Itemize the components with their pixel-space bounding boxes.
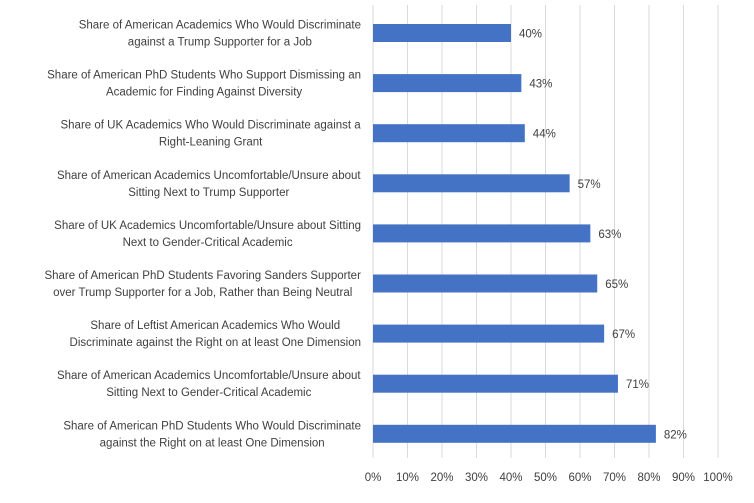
bar xyxy=(373,74,522,93)
data-label: 82% xyxy=(664,429,687,441)
x-tick-label: 60% xyxy=(568,472,591,484)
category-label-line: Share of American Academics Uncomfortabl… xyxy=(57,170,361,182)
category-label: Share of UK Academics Uncomfortable/Unsu… xyxy=(54,220,361,249)
x-tick-label: 20% xyxy=(430,472,453,484)
category-label-line: Right-Leaning Grant xyxy=(159,137,263,149)
data-label: 43% xyxy=(529,79,552,91)
bar xyxy=(373,324,605,343)
category-label-line: Academic for Finding Against Diversity xyxy=(106,87,302,99)
category-label: Share of American PhD Students Who Would… xyxy=(63,420,361,449)
x-tick-label: 80% xyxy=(637,472,660,484)
data-label: 63% xyxy=(598,229,621,241)
category-label-line: Share of American Academics Uncomfortabl… xyxy=(57,370,361,382)
category-label-line: Sitting Next to Trump Supporter xyxy=(128,187,289,199)
bar xyxy=(373,24,511,42)
bar xyxy=(373,424,656,443)
category-label-line: Share of UK Academics Uncomfortable/Unsu… xyxy=(54,220,361,232)
x-tick-label: 70% xyxy=(603,472,626,484)
category-label: Share of UK Academics Who Would Discrimi… xyxy=(60,120,361,149)
category-label: Share of American Academics Uncomfortabl… xyxy=(57,370,361,399)
category-label-line: Share of American PhD Students Who Would… xyxy=(63,420,361,432)
bar xyxy=(373,224,591,243)
bar xyxy=(373,274,598,293)
data-label: 65% xyxy=(605,279,628,291)
category-label-line: Sitting Next to Gender-Critical Academic xyxy=(106,387,311,399)
bar xyxy=(373,174,570,193)
category-label-line: against the Right on at least One Dimens… xyxy=(100,437,325,449)
category-label-line: Share of American Academics Who Would Di… xyxy=(79,20,361,32)
x-tick-label: 40% xyxy=(499,472,522,484)
category-label-line: Share of American PhD Students Favoring … xyxy=(44,270,361,282)
data-label: 44% xyxy=(533,129,556,141)
category-label: Share of American PhD Students Who Suppo… xyxy=(47,70,361,99)
category-label-line: Share of Leftist American Academics Who … xyxy=(90,320,340,332)
data-label: 71% xyxy=(626,379,649,391)
x-tick-label: 10% xyxy=(396,472,419,484)
x-tick-label: 100% xyxy=(703,472,732,484)
x-tick-label: 0% xyxy=(365,472,382,484)
x-tick-label: 30% xyxy=(465,472,488,484)
category-label-line: Discriminate against the Right on at lea… xyxy=(70,337,361,349)
data-label: 67% xyxy=(612,329,635,341)
bar xyxy=(373,124,525,143)
category-label-line: Share of UK Academics Who Would Discrimi… xyxy=(60,120,361,132)
category-label: Share of American Academics Who Would Di… xyxy=(79,20,361,49)
category-label-line: against a Trump Supporter for a Job xyxy=(128,37,312,49)
category-label-line: over Trump Supporter for a Job, Rather t… xyxy=(53,287,352,299)
category-label: Share of American Academics Uncomfortabl… xyxy=(57,170,361,199)
data-label: 40% xyxy=(519,29,542,41)
bar xyxy=(373,374,618,393)
category-label: Share of American PhD Students Favoring … xyxy=(44,270,361,299)
x-tick-label: 90% xyxy=(672,472,695,484)
data-label: 57% xyxy=(578,179,601,191)
category-label-line: Share of American PhD Students Who Suppo… xyxy=(47,70,361,82)
category-label: Share of Leftist American Academics Who … xyxy=(70,320,361,349)
category-label-line: Next to Gender-Critical Academic xyxy=(123,237,293,249)
x-tick-label: 50% xyxy=(534,472,557,484)
